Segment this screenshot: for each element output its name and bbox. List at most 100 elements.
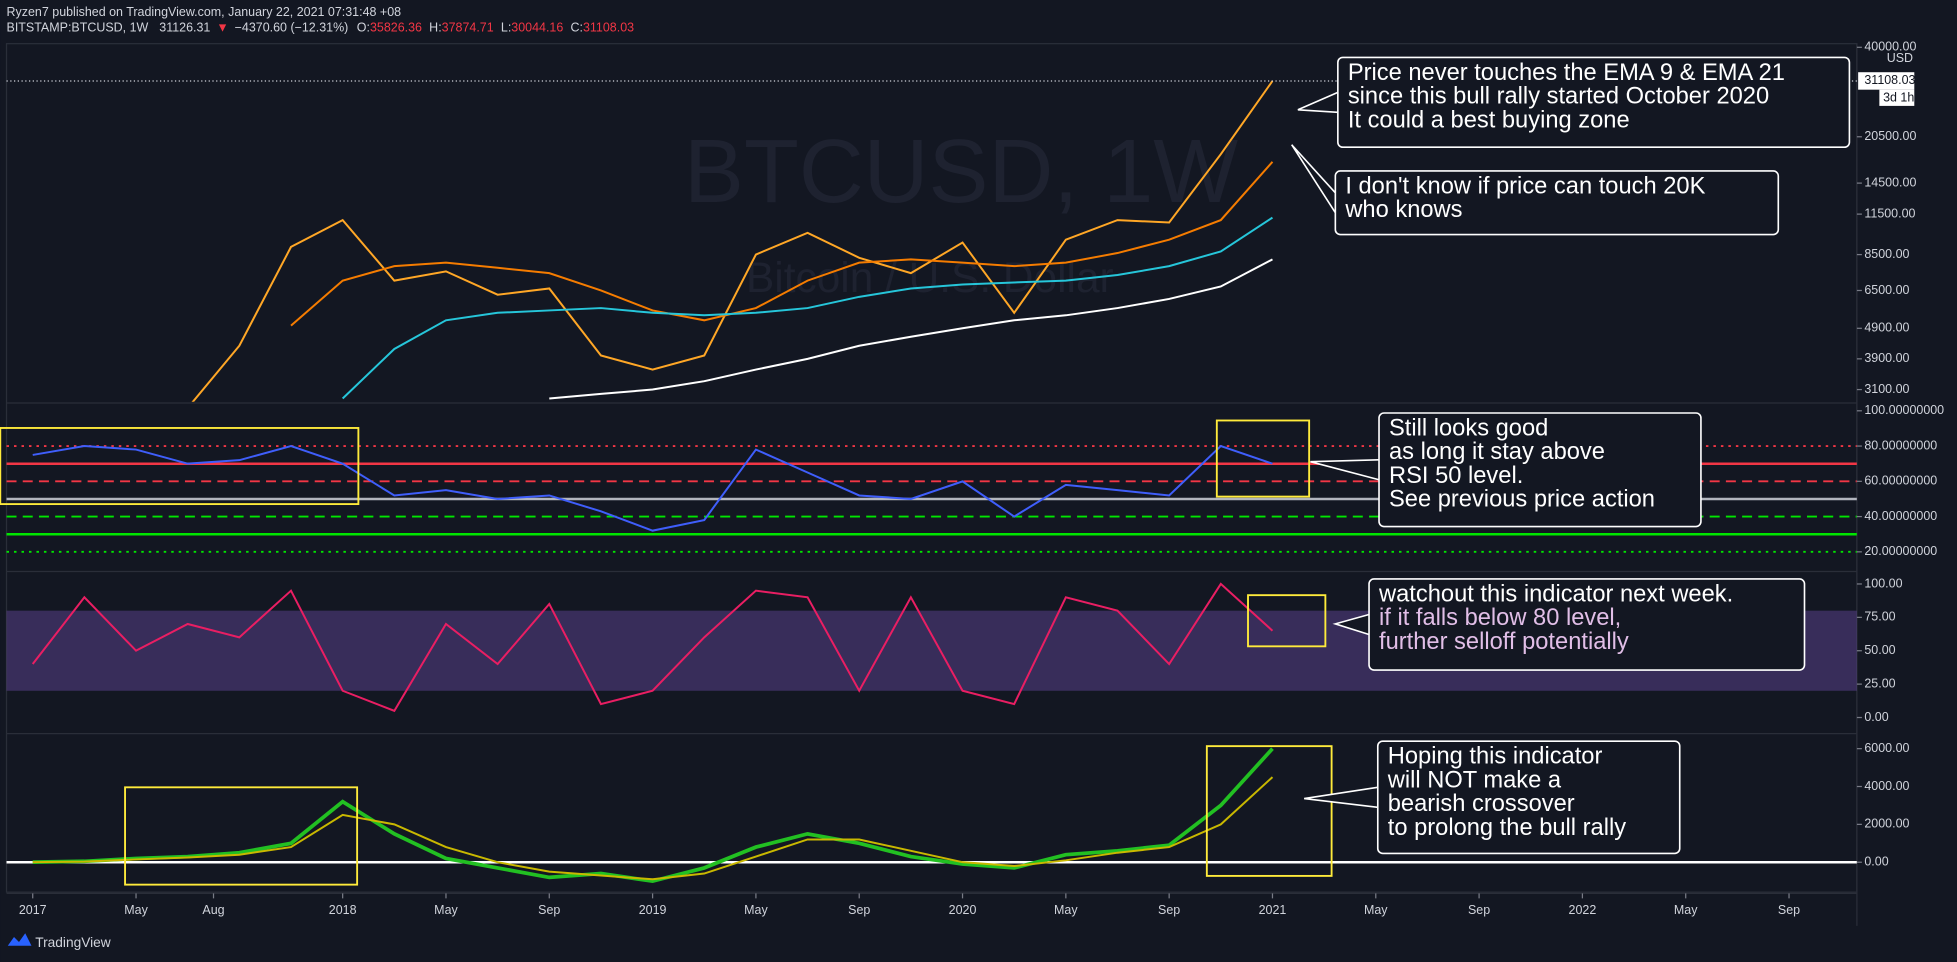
y-tick-label: 4000.00	[1864, 779, 1909, 793]
y-tick-label: 0.00	[1864, 855, 1888, 869]
callout-text: further selloff potentially	[1379, 629, 1629, 655]
callout-text: as long it stay above	[1389, 439, 1605, 465]
callout-text: watchout this indicator next week.	[1378, 581, 1733, 607]
highlight-box	[1215, 419, 1311, 498]
y-tick-label: 100.00	[1864, 576, 1902, 590]
y-tick-label: 60.00000000	[1864, 474, 1937, 488]
callout-text: if it falls below 80 level,	[1379, 605, 1621, 631]
series-line	[32, 444, 1273, 532]
logo	[7, 933, 32, 946]
ohlc-value: 35826.36	[370, 21, 422, 35]
callout-text: Hoping this indicator	[1388, 744, 1603, 770]
x-tick-label: 2020	[949, 903, 977, 917]
callout-text: RSI 50 level.	[1389, 463, 1523, 489]
callout-text: It could a best buying zone	[1348, 107, 1630, 133]
y-tick-label: 40000.00	[1864, 40, 1916, 54]
callout-box	[1368, 578, 1806, 671]
x-tick-label: 2022	[1569, 903, 1597, 917]
series-line	[341, 216, 1274, 400]
x-tick-label: May	[124, 903, 148, 917]
callout-pointer	[1304, 786, 1378, 809]
x-tick-label: May	[1674, 903, 1698, 917]
callout-text: I don't know if price can touch 20K	[1345, 173, 1705, 199]
x-tick-label: 2018	[329, 903, 357, 917]
highlight-box	[124, 786, 359, 886]
callout-pointer	[1290, 144, 1337, 214]
series-line	[290, 161, 1274, 327]
callout-text: Price never touches the EMA 9 & EMA 21	[1348, 60, 1785, 86]
y-tick-label: 3100.00	[1864, 382, 1909, 396]
highlight-box	[1205, 745, 1333, 877]
pane	[191, 80, 1274, 402]
y-tick-label: 20500.00	[1864, 129, 1916, 143]
series-line	[32, 776, 1274, 881]
arrow: ▼	[216, 21, 228, 35]
x-tick-label: 2019	[639, 903, 667, 917]
ohlc-label: L:	[501, 21, 511, 35]
brand: TradingView	[35, 935, 111, 950]
series-line	[549, 258, 1273, 400]
last-price-box	[1858, 72, 1915, 90]
currency: USD	[1887, 51, 1913, 65]
watermark: BTCUSD, 1W	[684, 122, 1238, 222]
callout-text: who knows	[1344, 197, 1462, 223]
callout-text: Still looks good	[1389, 415, 1548, 441]
ohlc-label: C:	[571, 21, 583, 35]
ohlc-label: O:	[357, 21, 370, 35]
change: −4370.60 (−12.31%)	[235, 21, 349, 35]
symbol-line: BITSTAMP:BTCUSD, 1W 31126.31 ▼ −4370.60 …	[7, 21, 635, 35]
callout-pointer	[1310, 458, 1380, 481]
symbol: BITSTAMP:BTCUSD, 1W	[7, 21, 149, 35]
publisher: Ryzen7 published on TradingView.com, Jan…	[7, 5, 402, 19]
y-tick-label: 3900.00	[1864, 351, 1909, 365]
x-tick-label: 2017	[19, 903, 47, 917]
x-tick-label: May	[1054, 903, 1078, 917]
highlight-box	[1247, 594, 1327, 648]
y-tick-label: 6000.00	[1864, 741, 1909, 755]
x-tick-label: May	[1364, 903, 1388, 917]
y-tick-label: 0.00	[1864, 710, 1888, 724]
series-line	[191, 80, 1274, 402]
callout-text: will NOT make a	[1387, 767, 1562, 793]
countdown-box	[1879, 89, 1915, 106]
ohlc-value: 31108.03	[583, 21, 634, 35]
x-tick-label: Sep	[1778, 903, 1800, 917]
y-tick-label: 4900.00	[1864, 321, 1909, 335]
ohlc-value: 30044.16	[511, 21, 563, 35]
last-price-label: 31108.03	[1864, 73, 1915, 87]
y-tick-label: 2000.00	[1864, 817, 1909, 831]
x-tick-label: Sep	[1468, 903, 1490, 917]
ohlc-value: 37874.71	[442, 21, 494, 35]
callout-text: to prolong the bull rally	[1388, 815, 1626, 841]
y-tick-label: 80.00000000	[1864, 438, 1937, 452]
y-tick-label: 40.00000000	[1864, 509, 1937, 523]
y-tick-label: 50.00	[1864, 643, 1895, 657]
callout-box	[1378, 412, 1702, 528]
callout-text: bearish crossover	[1388, 791, 1575, 817]
series-line	[32, 747, 1274, 884]
y-tick-label: 25.00	[1864, 676, 1895, 690]
last: 31126.31	[159, 21, 210, 35]
pane	[6, 747, 1857, 884]
x-tick-label: Sep	[1158, 903, 1180, 917]
series-line	[31, 582, 1274, 713]
callout-text: since this bull rally started October 20…	[1348, 84, 1769, 110]
x-tick-label: Sep	[848, 903, 870, 917]
callout-pointer	[1332, 613, 1370, 636]
callout-box	[1334, 170, 1780, 236]
countdown: 3d 1h	[1883, 91, 1914, 105]
y-tick-label: 11500.00	[1864, 206, 1915, 220]
y-tick-label: 100.00000000	[1864, 403, 1944, 417]
x-tick-label: 2021	[1259, 903, 1287, 917]
ohlc-label: H:	[429, 21, 441, 35]
highlight-box	[0, 427, 360, 506]
callout-text: See previous price action	[1389, 487, 1655, 513]
y-tick-label: 6500.00	[1864, 283, 1909, 297]
x-tick-label: Sep	[538, 903, 560, 917]
y-tick-label: 8500.00	[1864, 247, 1909, 261]
callout-box	[1337, 56, 1851, 149]
callout-pointer	[1297, 91, 1339, 114]
x-tick-label: May	[434, 903, 458, 917]
